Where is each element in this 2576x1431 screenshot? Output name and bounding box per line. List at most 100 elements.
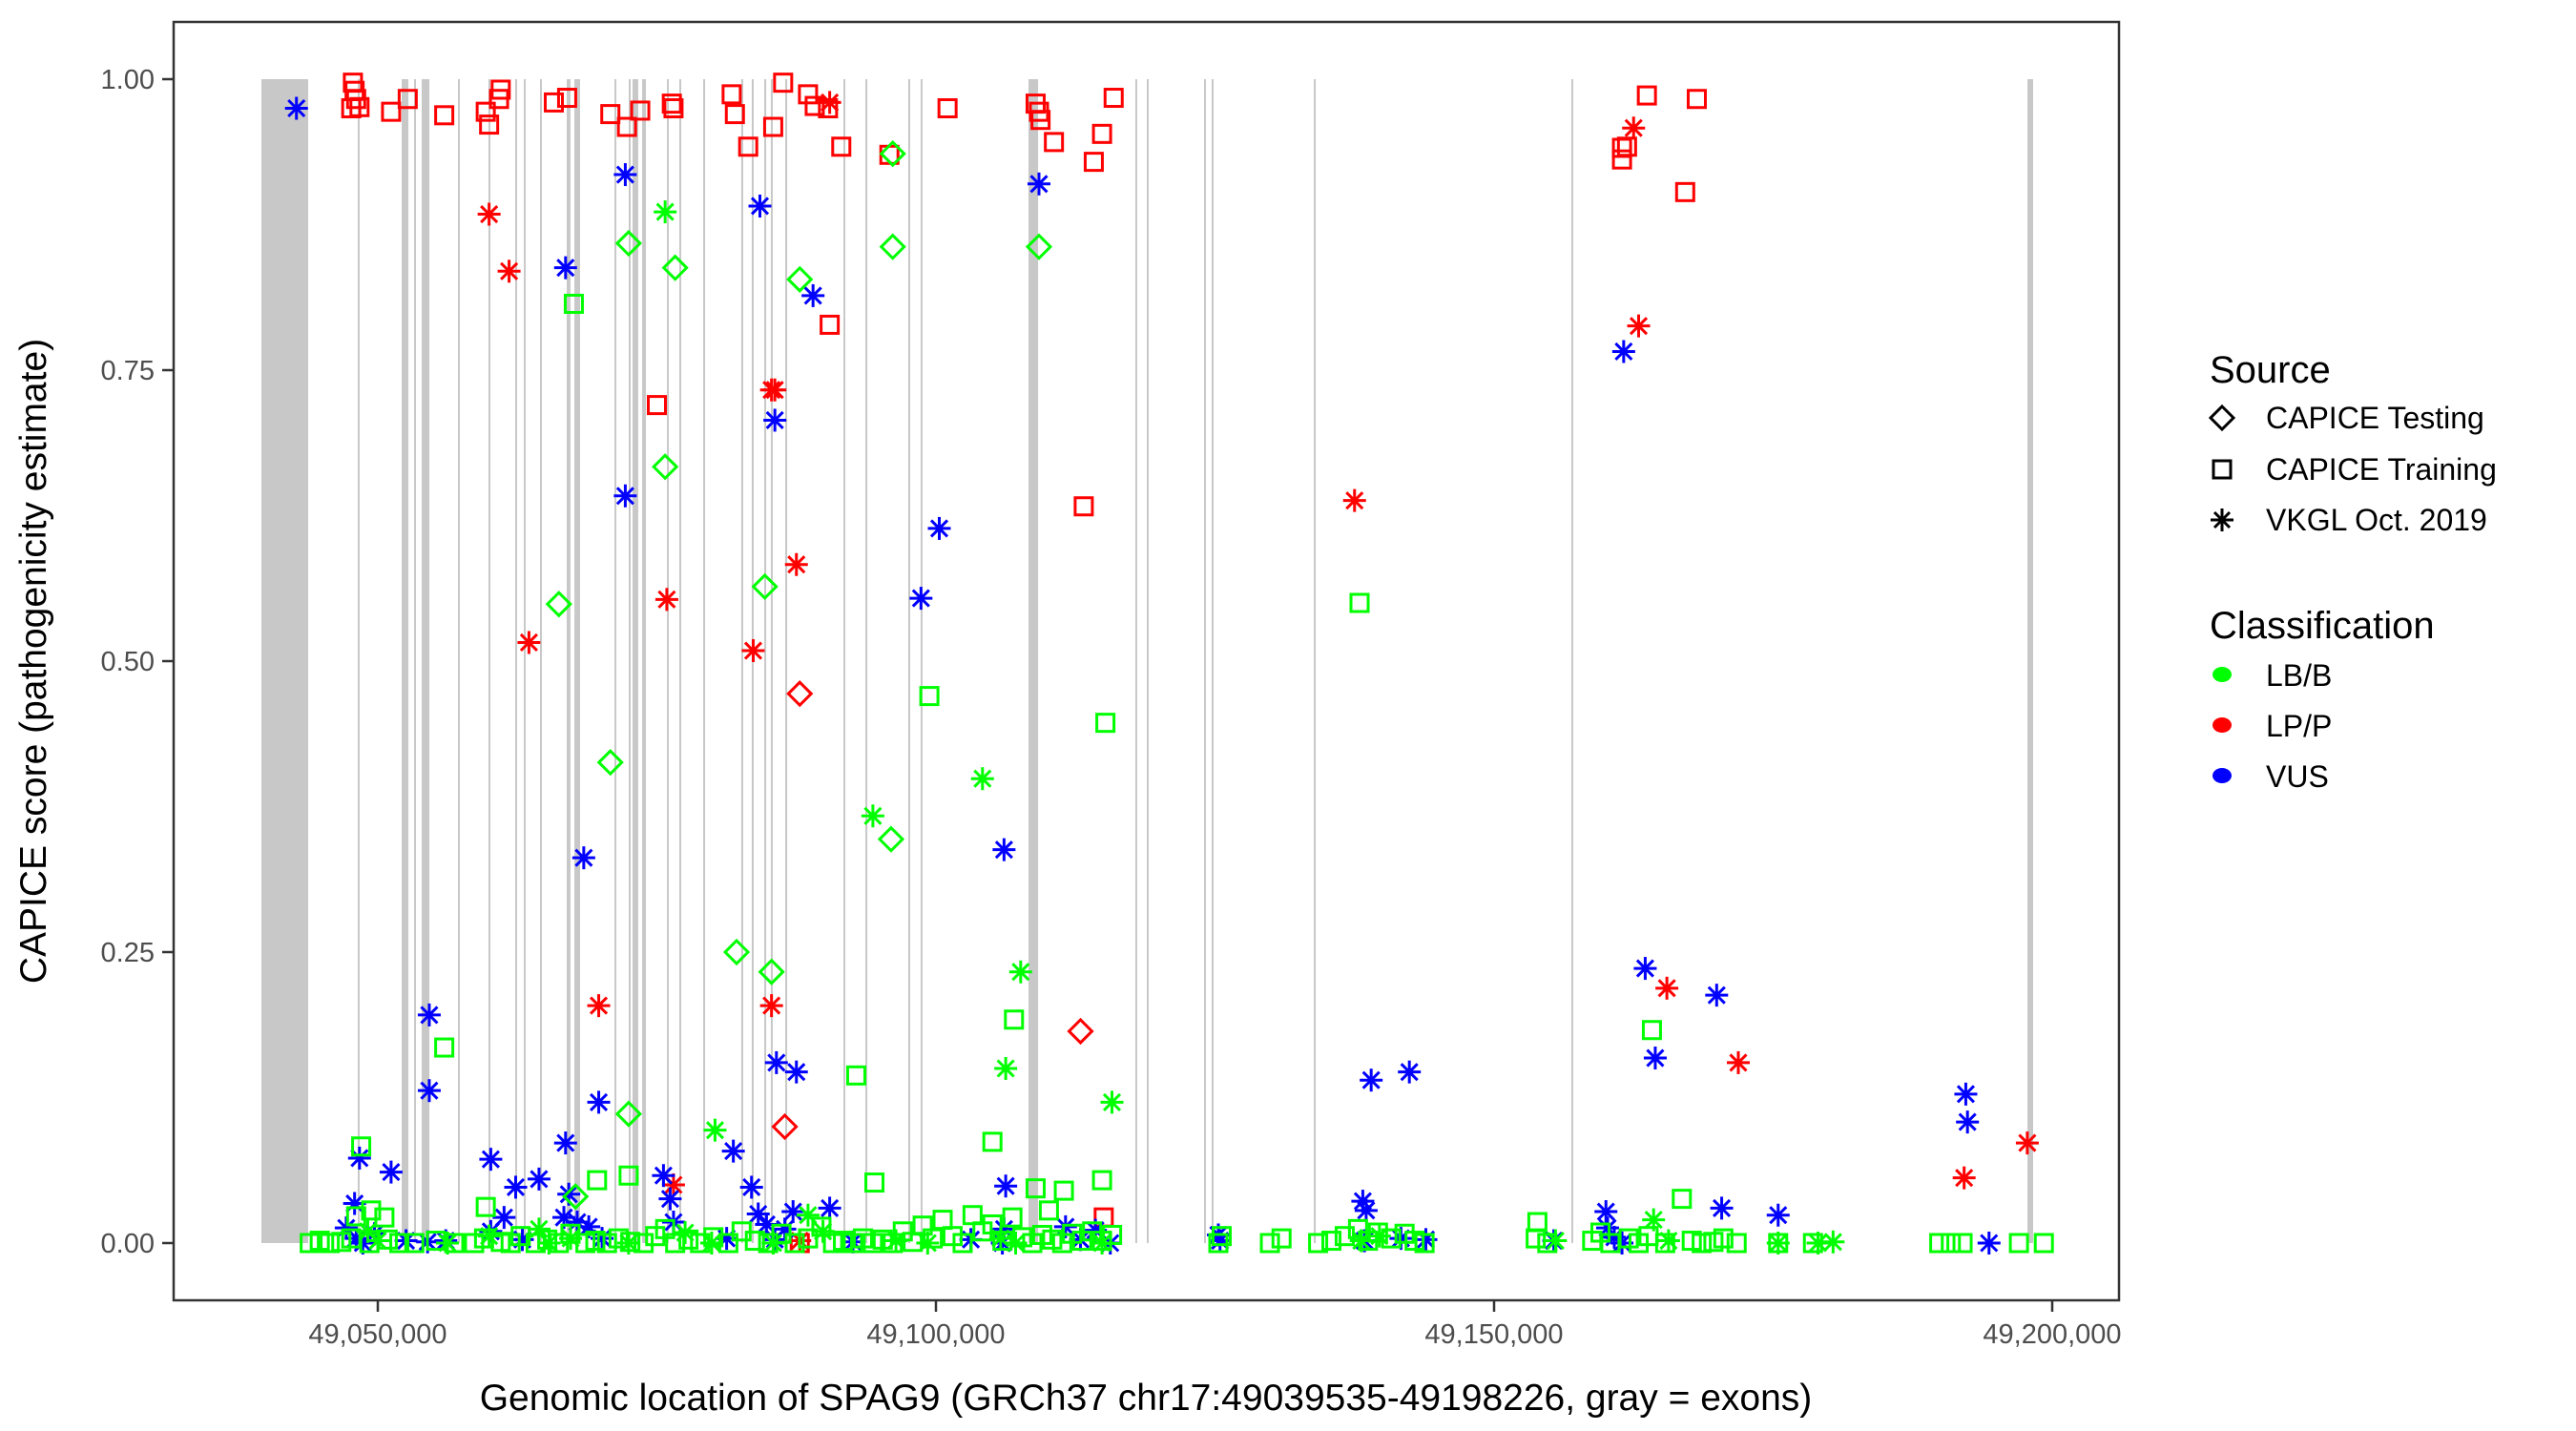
exon-bar: [524, 79, 527, 1243]
data-point-asterisk-vus: [994, 1174, 1018, 1198]
exon-bar: [764, 79, 767, 1243]
legend-item-capice-training: CAPICE Training: [2212, 452, 2497, 487]
exon-bar: [488, 79, 490, 1243]
data-point-square-lbb: [1091, 1231, 1112, 1252]
data-point-diamond-lbb: [786, 265, 814, 293]
data-point-square-lbb: [1941, 1233, 1962, 1254]
data-point-square-lbb: [404, 1233, 425, 1254]
data-point-square-lbb: [784, 1233, 805, 1254]
data-point-asterisk-vus: [479, 1148, 503, 1172]
data-point-asterisk-lpp: [1627, 314, 1651, 338]
data-point-asterisk-vus: [818, 1196, 841, 1220]
data-point-asterisk-lpp: [784, 552, 808, 576]
data-point-square-lpp: [1636, 85, 1657, 106]
data-point-asterisk-lpp: [741, 639, 765, 663]
data-point-asterisk-vus: [746, 1202, 770, 1226]
data-point-asterisk-vus: [739, 1175, 763, 1199]
data-point-square-lbb: [587, 1170, 608, 1191]
data-point-square-lbb: [1952, 1233, 1973, 1254]
data-point-square-lbb: [1726, 1233, 1747, 1254]
exon-bar: [566, 79, 571, 1243]
data-point-asterisk-vus: [1027, 172, 1050, 196]
data-point-asterisk-lpp: [818, 91, 841, 114]
data-point-square-lbb: [1002, 1207, 1023, 1228]
exon-bar: [642, 79, 647, 1243]
data-point-asterisk-lpp: [759, 994, 783, 1018]
data-point-diamond-lbb: [758, 958, 785, 985]
data-point-asterisk-lpp: [661, 1173, 685, 1196]
legend-item-lpp: LP/P: [2212, 709, 2332, 743]
data-point-square-lpp: [616, 116, 637, 137]
data-point-square-lpp: [721, 84, 742, 105]
data-point-square-lbb: [1654, 1233, 1675, 1254]
data-point-asterisk-lpp: [587, 994, 611, 1018]
exon-bar: [632, 79, 638, 1243]
data-point-diamond-lbb: [877, 825, 905, 853]
data-point-asterisk-vus: [781, 1200, 805, 1224]
data-point-asterisk-vus: [1360, 1068, 1383, 1092]
data-point-square-lbb: [2008, 1233, 2029, 1254]
data-point-square-lbb: [982, 1213, 1003, 1234]
data-point-asterisk-vus: [1710, 1196, 1734, 1220]
data-point-square-lbb: [1713, 1228, 1734, 1249]
data-point-asterisk-lbb: [861, 804, 884, 828]
data-point-square-lpp: [1674, 181, 1695, 202]
data-point-square-lbb: [952, 1233, 973, 1254]
data-point-square-lbb: [1321, 1231, 1342, 1252]
green-dot-icon: [2212, 667, 2232, 682]
data-point-asterisk-vus: [909, 587, 933, 611]
diamond-icon: [2208, 404, 2236, 432]
data-point-square-lbb: [563, 293, 584, 314]
data-point-asterisk-vus: [347, 1146, 371, 1170]
data-point-asterisk-lbb: [1008, 960, 1032, 984]
exon-bar: [785, 79, 788, 1243]
data-point-square-lbb: [1381, 1228, 1402, 1249]
data-point-square-lpp: [1611, 137, 1632, 158]
data-point-square-lbb: [608, 1228, 629, 1249]
data-point-square-lbb: [537, 1229, 558, 1250]
data-point-asterisk-vus: [1643, 1047, 1667, 1070]
data-point-square-lbb: [798, 1228, 819, 1249]
data-point-diamond-lbb: [562, 1183, 590, 1211]
exon-bar: [414, 79, 417, 1243]
legend-label: VKGL Oct. 2019: [2266, 503, 2487, 537]
data-point-asterisk-lpp: [497, 259, 521, 283]
data-point-asterisk-lbb: [477, 1224, 501, 1248]
exon-bar: [920, 79, 923, 1243]
y-axis-ticks: 0.00 0.25 0.50 0.75 1.00: [101, 65, 174, 1259]
data-point-square-lbb: [1091, 1170, 1112, 1191]
exon-bar: [260, 79, 308, 1243]
data-point-square-lpp: [434, 105, 455, 126]
data-point-square-lbb: [1102, 1224, 1123, 1245]
exon-bar: [1204, 79, 1207, 1243]
data-point-square-lbb: [811, 1216, 832, 1237]
data-point-asterisk-vus: [284, 96, 308, 120]
exon-bar: [574, 79, 581, 1243]
data-point-square-lbb: [690, 1233, 711, 1254]
data-point-square-lpp: [341, 98, 362, 118]
legend-label: LB/B: [2266, 658, 2332, 693]
data-point-diamond-lbb: [751, 572, 779, 601]
data-point-asterisk-vus: [721, 1139, 745, 1163]
y-tick-label: 0.50: [101, 647, 155, 677]
exon-bar: [1314, 79, 1317, 1243]
data-point-asterisk-lbb: [970, 767, 994, 791]
data-point-square-lpp: [556, 88, 577, 109]
y-tick-label: 0.25: [101, 938, 155, 968]
data-point-square-lbb: [1308, 1233, 1329, 1254]
exon-bar: [740, 79, 743, 1243]
data-point-square-lbb: [665, 1233, 686, 1254]
data-point-square-lpp: [1686, 89, 1707, 110]
data-point-square-lbb: [919, 686, 940, 707]
data-point-asterisk-vus: [504, 1175, 528, 1199]
legend-item-vus: VUS: [2212, 759, 2329, 794]
data-point-square-lbb: [389, 1233, 410, 1254]
data-points: [284, 73, 2054, 1255]
data-point-diamond-lbb: [614, 229, 643, 258]
data-point-diamond-lbb: [1025, 233, 1053, 260]
legend-item-vkgl: VKGL Oct. 2019: [2211, 503, 2487, 537]
data-point-square-lbb: [596, 1233, 617, 1254]
data-point-square-lbb: [1641, 1020, 1662, 1041]
